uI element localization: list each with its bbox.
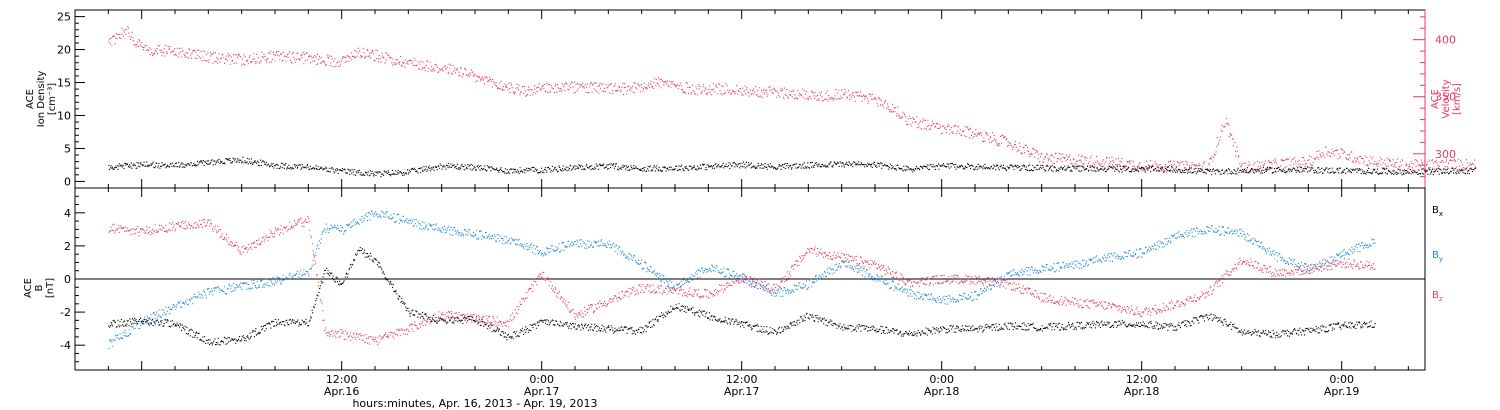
field-tick-label: 2 bbox=[64, 240, 71, 253]
density-axis-label: ACE Ion Density [cm⁻³] bbox=[25, 71, 58, 128]
by-series bbox=[108, 210, 1376, 350]
legend-subscript: z bbox=[1439, 295, 1443, 303]
legend-item-by: By bbox=[1432, 250, 1443, 263]
density-series bbox=[108, 156, 1477, 178]
x-tick-time-label: 12:00 bbox=[726, 373, 758, 386]
field-axis-label-line: [nT] bbox=[45, 278, 56, 298]
field-legend: Bx By Bz bbox=[1432, 205, 1443, 303]
x-axis-label: hours:minutes, Apr. 16, 2013 - Apr. 19, … bbox=[352, 397, 597, 410]
velocity-axis-label-line: [km/s] bbox=[1452, 83, 1463, 115]
density-tick-label: 20 bbox=[57, 44, 71, 57]
field-tick-label: -4 bbox=[60, 339, 71, 352]
top-panel-series bbox=[108, 26, 1477, 178]
x-tick-date-label: Apr.16 bbox=[324, 385, 360, 398]
field-tick-label: 4 bbox=[64, 207, 71, 220]
velocity-series bbox=[108, 26, 1476, 174]
x-tick-date-label: Apr.18 bbox=[924, 385, 960, 398]
axis-labels: 12:00Apr.160:00Apr.1712:00Apr.170:00Apr.… bbox=[23, 71, 1463, 410]
density-axis-label-line: ACE bbox=[25, 89, 36, 109]
density-tick-label: 0 bbox=[64, 175, 71, 188]
top-panel-border bbox=[74, 9, 1426, 189]
field-axis-label-line: ACE bbox=[23, 278, 34, 298]
velocity-tick-label: 400 bbox=[1435, 34, 1456, 47]
velocity-axis-label-line: ACE bbox=[1430, 89, 1441, 109]
x-tick-time-label: 0:00 bbox=[929, 373, 954, 386]
x-tick-date-label: Apr.17 bbox=[524, 385, 560, 398]
x-tick-date-label: Apr.18 bbox=[1124, 385, 1160, 398]
top-panel-ticks: 0 5 10 15 20 25 300 350 400 bbox=[57, 10, 1456, 188]
bottom-panel-series bbox=[108, 210, 1376, 350]
bx-series bbox=[108, 247, 1376, 346]
legend-subscript: y bbox=[1439, 255, 1443, 263]
x-tick-date-label: Apr.17 bbox=[724, 385, 760, 398]
bottom-panel-ticks: -4 -2 0 2 4 bbox=[60, 188, 1425, 370]
density-axis-label-line: [cm⁻³] bbox=[47, 83, 58, 115]
density-tick-label: 15 bbox=[57, 77, 71, 90]
field-axis-label-line: B bbox=[34, 284, 45, 291]
legend-item-bz: Bz bbox=[1432, 290, 1443, 303]
field-tick-label: 0 bbox=[64, 273, 71, 286]
field-axis-label: ACE B [nT] bbox=[23, 278, 56, 298]
x-tick-time-label: 12:00 bbox=[326, 373, 358, 386]
x-tick-time-label: 12:00 bbox=[1126, 373, 1158, 386]
density-tick-label: 25 bbox=[57, 11, 71, 24]
top-panel-frame bbox=[74, 9, 1426, 189]
x-tick-time-label: 0:00 bbox=[529, 373, 554, 386]
field-tick-label: -2 bbox=[60, 306, 71, 319]
velocity-tick-label: 300 bbox=[1435, 148, 1456, 161]
legend-item-bx: Bx bbox=[1432, 205, 1443, 218]
velocity-axis-label: ACE Velocity [km/s] bbox=[1430, 79, 1463, 118]
density-axis-label-line: Ion Density bbox=[36, 71, 47, 128]
velocity-tick-label: 350 bbox=[1435, 91, 1456, 104]
velocity-axis-label-line: Velocity bbox=[1441, 79, 1452, 118]
x-tick-date-label: Apr.19 bbox=[1324, 385, 1360, 398]
x-tick-time-label: 0:00 bbox=[1329, 373, 1354, 386]
density-tick-label: 10 bbox=[57, 109, 71, 122]
density-tick-label: 5 bbox=[64, 142, 71, 155]
legend-subscript: x bbox=[1439, 210, 1443, 218]
